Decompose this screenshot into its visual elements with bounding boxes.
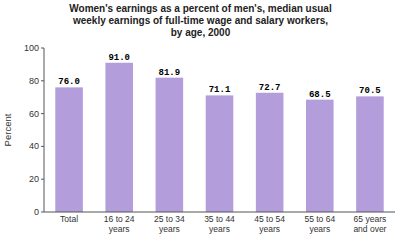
y-tick-label: 80 — [29, 76, 39, 86]
chart: Women's earnings as a percent of men's, … — [0, 0, 401, 238]
x-tick-label: 16 to 24years — [104, 214, 135, 234]
y-tick-label: 20 — [29, 174, 39, 184]
x-axis-line — [44, 212, 395, 213]
x-tick-label: Total — [60, 214, 78, 224]
x-tick-label: 25 to 34years — [154, 214, 185, 234]
data-label: 70.5 — [359, 86, 381, 96]
data-label: 81.9 — [159, 68, 181, 78]
y-tick-label: 0 — [34, 207, 39, 217]
y-axis-label: Percent — [2, 113, 13, 146]
x-tick-label: 45 to 54years — [254, 214, 285, 234]
bar — [306, 100, 334, 212]
y-tick-label: 100 — [24, 43, 39, 53]
x-tick-label: 55 to 64years — [304, 214, 335, 234]
data-label: 76.0 — [58, 77, 80, 87]
data-label: 71.1 — [209, 85, 231, 95]
bar — [156, 78, 184, 212]
y-tick — [41, 179, 44, 180]
y-tick — [41, 212, 44, 213]
bars — [55, 63, 383, 212]
y-tick — [41, 113, 44, 114]
y-tick-label: 60 — [29, 109, 39, 119]
bar — [356, 96, 384, 212]
y-axis-line — [44, 48, 45, 212]
data-label: 72.7 — [259, 83, 281, 93]
bar — [206, 95, 234, 212]
bar — [105, 63, 133, 212]
y-tick — [41, 48, 44, 49]
data-label: 91.0 — [108, 53, 130, 63]
y-tick-label: 40 — [29, 141, 39, 151]
bar — [55, 87, 83, 212]
title: Women's earnings as a percent of men's, … — [69, 3, 332, 38]
data-label: 68.5 — [309, 90, 331, 100]
y-tick — [41, 80, 44, 81]
y-tick — [41, 146, 44, 147]
x-tick-label: 65 yearsand over — [353, 214, 386, 234]
bar — [256, 93, 284, 212]
x-tick-label: 35 to 44years — [204, 214, 235, 234]
